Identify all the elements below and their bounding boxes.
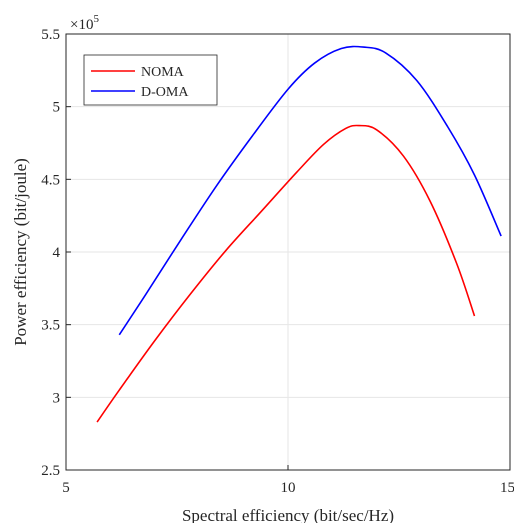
x-axis-label: Spectral efficiency (bit/sec/Hz) — [182, 506, 394, 523]
y-tick-label: 5.5 — [41, 27, 60, 43]
y-tick-label: 4 — [53, 245, 61, 261]
legend-box — [83, 54, 218, 106]
x-tick-label: 5 — [62, 480, 70, 496]
legend-label-noma: NOMA — [141, 65, 185, 80]
y-tick-label: 4.5 — [41, 172, 60, 188]
legend: NOMA D-OMA — [83, 54, 218, 106]
y-axis-label: Power efficiency (bit/joule) — [11, 158, 30, 346]
y-tick-label: 5 — [53, 100, 61, 116]
y-tick-label: 3.5 — [41, 318, 60, 334]
y-tick-label: 2.5 — [41, 463, 60, 479]
y-exponent-label: ×105 — [70, 13, 99, 33]
tick-labels: 2.5 3 3.5 4 4.5 5 5.5 5 10 15 — [41, 27, 514, 496]
tick-marks — [65, 33, 511, 471]
x-tick-label: 10 — [281, 480, 296, 496]
series-line-d-oma — [118, 45, 502, 336]
x-tick-label: 15 — [500, 480, 514, 496]
series-line-noma — [96, 124, 476, 423]
y-tick-label: 3 — [53, 390, 61, 406]
series-lines — [96, 45, 502, 423]
grid — [66, 34, 510, 470]
legend-label-d-oma: D-OMA — [141, 85, 189, 100]
